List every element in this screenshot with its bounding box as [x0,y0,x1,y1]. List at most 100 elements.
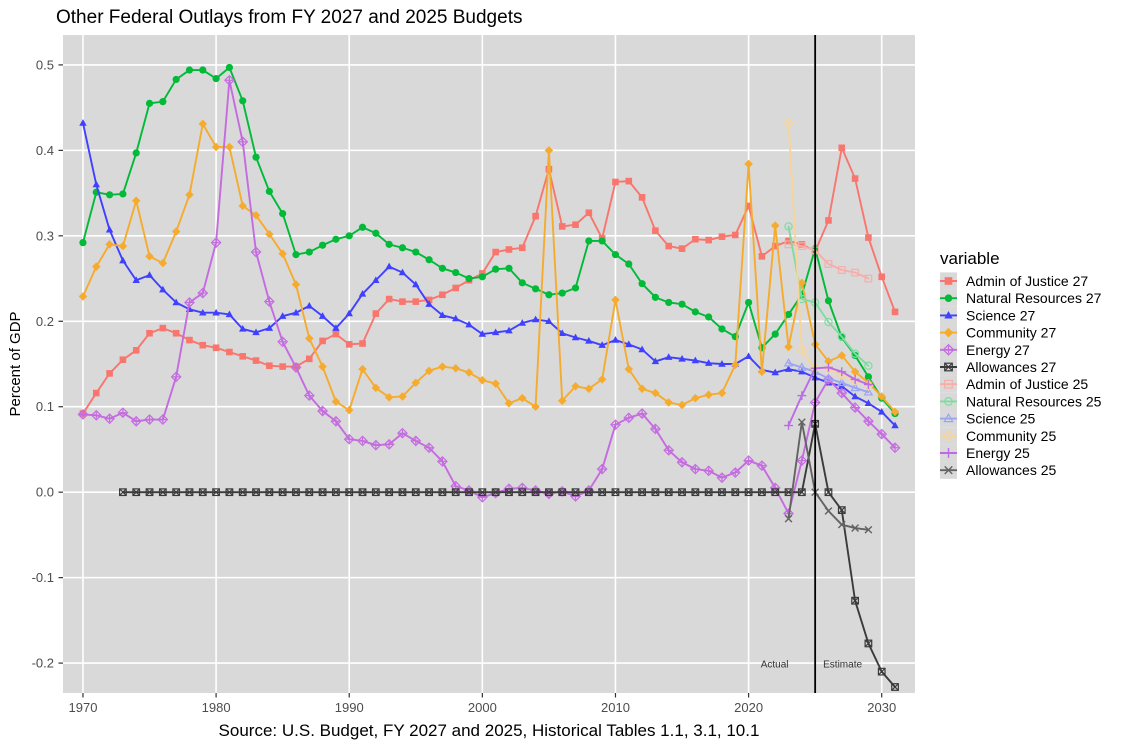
legend-item-community-27[interactable]: Community 27 [940,324,1056,342]
data-point [677,400,687,410]
data-point [158,488,167,497]
data-point [211,142,221,152]
data-point [850,367,860,376]
data-point [332,488,340,497]
y-tick-label: -0.2 [32,656,54,671]
data-point [132,347,140,354]
data-point [862,415,874,427]
data-point [651,488,660,497]
data-point [849,402,861,414]
data-point [385,240,393,248]
data-point [170,371,182,383]
data-point [784,365,793,372]
data-point [358,223,367,231]
data-point [784,421,793,430]
data-point [678,488,686,497]
data-point [731,488,740,497]
data-point [505,246,513,253]
legend-item-allowances-27[interactable]: Allowances 27 [940,358,1056,376]
data-point [718,325,726,333]
data-point [729,467,741,478]
legend-item-science-25[interactable]: Science 25 [940,410,1035,428]
data-point [319,337,326,345]
data-point [705,236,712,244]
data-point [252,153,260,161]
data-point [784,310,793,319]
data-point [596,463,608,475]
data-point [199,66,207,74]
data-point [92,262,101,271]
data-point [584,488,593,497]
legend-item-admin-of-justice-25[interactable]: Admin of Justice 25 [940,375,1088,393]
legend-item-natural-resources-27[interactable]: Natural Resources 27 [940,289,1102,307]
data-point [145,488,154,497]
data-point [343,433,355,445]
data-point [305,355,313,363]
legend-item-label: Science 25 [966,411,1035,427]
legend-key-marker [943,413,954,423]
data-point [383,438,395,450]
data-point [572,221,579,229]
data-point [105,225,114,233]
legend-title: variable [940,249,1000,268]
data-point [212,344,220,352]
data-point [756,460,768,472]
data-point [505,488,513,497]
legend-item-natural-resources-25[interactable]: Natural Resources 25 [940,392,1102,410]
data-point [451,314,460,322]
data-point [585,237,593,245]
data-point [865,234,872,241]
legend-item-label: Natural Resources 25 [966,393,1102,409]
data-point [731,231,739,239]
data-point [758,253,766,260]
data-point [797,362,807,371]
data-point [692,235,699,243]
legend-item-label: Energy 25 [966,445,1030,461]
legend-item-admin-of-justice-27[interactable]: Admin of Justice 27 [940,272,1088,290]
data-point [689,463,701,475]
data-point [132,276,140,283]
data-point [757,367,767,376]
data-point [397,427,408,439]
data-point [784,342,793,352]
data-point [119,190,127,198]
series-line [787,225,870,367]
data-point [423,442,435,454]
data-point [557,396,567,405]
data-point [531,285,540,293]
data-point [105,191,114,199]
y-axis: -0.2 -0.1 0.0 0.1 0.2 0.3 0.4 0.5 [32,57,63,671]
data-point [889,442,901,454]
data-point [598,341,606,348]
data-point [305,488,314,497]
data-point [638,280,646,288]
data-point [238,201,247,211]
data-point [851,524,859,532]
data-point [491,379,500,388]
data-point [290,361,302,373]
data-point [332,330,340,338]
data-point [651,293,660,301]
data-point [890,407,900,417]
data-point [691,488,700,497]
legend-item-energy-27[interactable]: Energy 27 [940,341,1030,359]
data-point [212,308,220,316]
data-point [664,353,673,360]
data-point [411,488,420,497]
legend-item-science-27[interactable]: Science 27 [940,306,1035,324]
data-point [718,360,726,367]
x-tick-label: 1980 [202,700,231,715]
data-point [584,384,594,394]
data-point [452,284,460,292]
data-point [251,211,261,220]
data-point [851,175,859,182]
data-point [651,357,660,365]
data-point [278,312,287,319]
legend-item-community-25[interactable]: Community 25 [940,427,1056,445]
data-point [531,402,540,411]
legend-item-allowances-25[interactable]: Allowances 25 [940,461,1056,479]
data-point [265,187,273,195]
data-point [198,488,207,497]
legend-item-energy-25[interactable]: Energy 25 [940,444,1030,462]
data-point [663,444,675,456]
